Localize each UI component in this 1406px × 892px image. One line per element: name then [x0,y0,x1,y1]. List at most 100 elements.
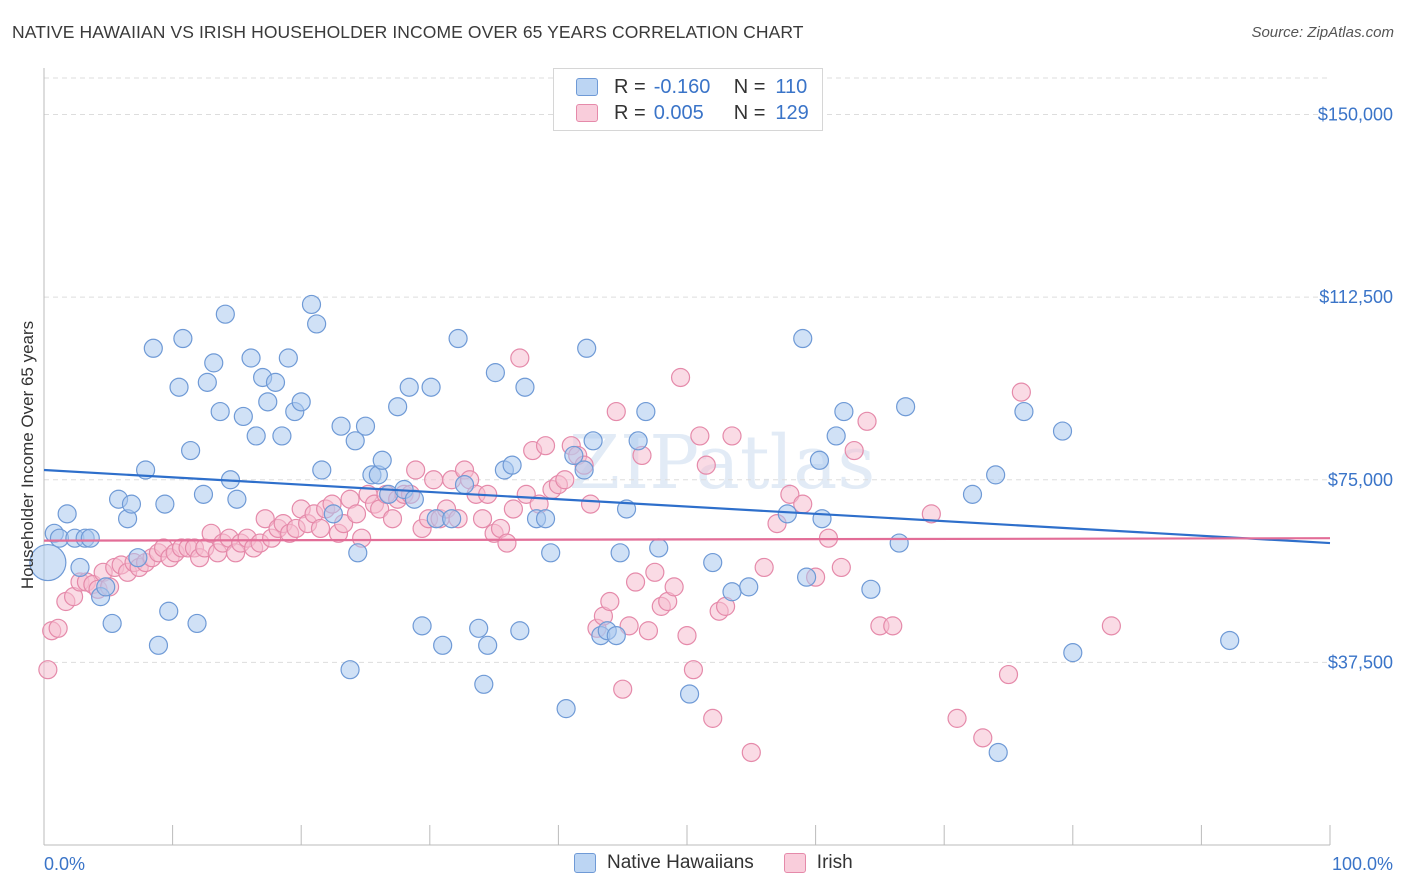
point-native-hawaiians [739,577,759,597]
legend-row-irish: R = 0.005 N = 129 [576,101,809,125]
point-native-hawaiians [57,504,77,524]
legend-item-irish[interactable]: Irish [783,852,853,874]
point-irish [424,470,444,490]
point-native-hawaiians [1063,643,1083,663]
point-native-hawaiians [215,304,235,324]
point-irish [664,577,684,597]
stats-legend: R = -0.160 N = 110 R = 0.005 N = 129 [553,68,823,131]
point-native-hawaiians [404,489,424,509]
point-irish [754,557,774,578]
point-irish [831,557,851,578]
legend-item-native-hawaiians[interactable]: Native Hawaiians [574,852,754,874]
point-native-hawaiians [649,538,669,558]
point-native-hawaiians [197,372,217,392]
y-tick-label: $75,000 [1328,470,1393,490]
point-irish [310,518,331,539]
point-native-hawaiians [574,460,594,480]
point-irish [1011,382,1031,402]
point-native-hawaiians [70,557,90,578]
point-irish [921,504,941,524]
point-native-hawaiians [246,426,266,446]
point-native-hawaiians [173,328,193,349]
point-native-hawaiians [29,543,67,582]
point-native-hawaiians [636,401,656,422]
point-native-hawaiians [143,338,163,358]
point-native-hawaiians [399,377,419,397]
legend-r-value: 0.005 [653,101,704,124]
point-irish [883,616,903,636]
point-irish [346,504,367,524]
point-native-hawaiians [258,392,278,412]
point-native-hawaiians [478,635,498,655]
point-irish [619,616,639,636]
point-irish [645,562,665,582]
point-native-hawaiians [355,416,376,436]
point-native-hawaiians [796,567,817,587]
point-native-hawaiians [227,489,247,509]
point-native-hawaiians [826,426,846,446]
point-native-hawaiians [510,621,530,641]
y-tick-label: $150,000 [1318,105,1393,125]
legend-label: Irish [816,852,853,873]
point-native-hawaiians [812,509,832,529]
point-native-hawaiians [988,742,1008,763]
point-native-hawaiians [169,377,189,397]
y-tick-label: $37,500 [1328,652,1393,672]
point-native-hawaiians [372,450,392,470]
point-native-hawaiians [793,328,813,349]
point-irish [255,509,275,529]
legend-n-label: N = [733,75,766,98]
x-tick-label: 100.0% [1332,854,1393,874]
point-native-hawaiians [809,450,830,470]
point-irish [580,494,601,514]
point-native-hawaiians [128,548,148,568]
point-native-hawaiians [722,582,742,602]
point-irish [844,440,864,461]
point-native-hawaiians [155,494,175,514]
point-irish [780,484,800,504]
point-native-hawaiians [312,460,332,480]
point-native-hawaiians [448,328,468,349]
point-native-hawaiians [564,445,584,466]
point-native-hawaiians [577,338,597,358]
point-native-hawaiians [340,660,360,680]
point-irish [555,470,575,490]
point-native-hawaiians [454,475,475,495]
point-native-hawaiians [96,577,116,597]
y-tick-label: $112,500 [1319,287,1393,307]
point-native-hawaiians [679,684,700,704]
legend-n-label: N = [733,101,766,124]
point-native-hawaiians [1014,401,1034,422]
legend-swatch-blue [574,853,596,873]
point-native-hawaiians [485,363,505,383]
point-irish [472,509,493,529]
legend-row-native-hawaiians: R = -0.160 N = 110 [576,75,807,99]
trend-line-native-hawaiians [43,468,1331,545]
point-irish [497,533,517,553]
point-native-hawaiians [777,504,797,524]
point-irish [606,401,626,422]
point-irish [638,621,659,641]
point-native-hawaiians [703,552,723,573]
point-native-hawaiians [896,397,916,417]
point-native-hawaiians [616,499,637,519]
point-irish [741,742,761,763]
point-irish [947,708,967,728]
point-native-hawaiians [278,348,298,368]
point-native-hawaiians [159,601,179,621]
chart-title: NATIVE HAWAIIAN VS IRISH HOUSEHOLDER INC… [12,22,804,42]
point-irish [722,426,742,446]
legend-swatch-blue [576,78,598,96]
point-native-hawaiians [474,674,494,694]
point-irish [613,679,633,699]
legend-label: Native Hawaiians [607,852,754,873]
point-native-hawaiians [861,579,881,599]
legend-r-value: -0.160 [653,75,711,98]
point-irish [535,436,556,456]
point-native-hawaiians [181,440,201,461]
point-irish [600,591,620,612]
point-irish [1101,616,1121,636]
point-native-hawaiians [628,431,648,451]
point-irish [516,484,536,504]
